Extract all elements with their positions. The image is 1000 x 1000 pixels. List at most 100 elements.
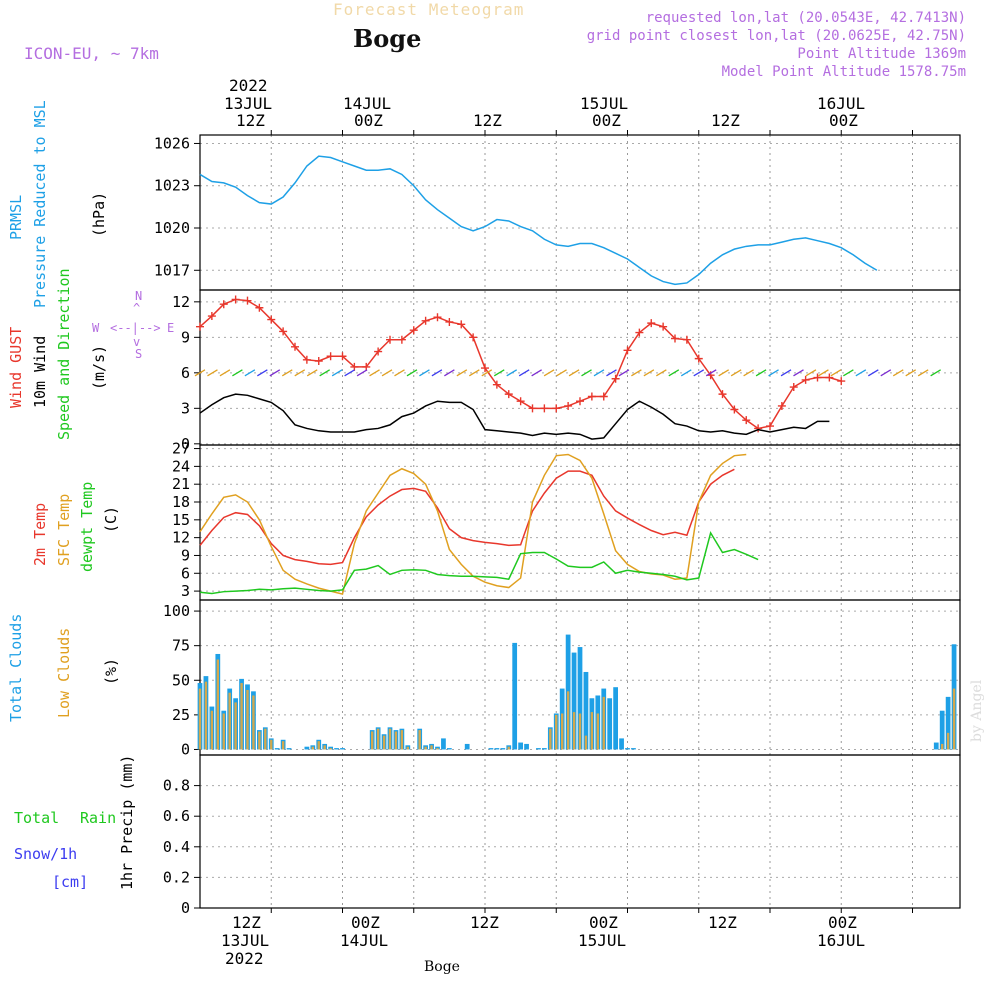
top-hour-label-1: 12Z	[236, 111, 265, 130]
compass-west: W	[92, 321, 100, 335]
total-cloud-bar-63	[571, 652, 577, 750]
top-hour-label-5: 12Z	[711, 111, 740, 130]
grid-point-coords: grid point closest lon,lat (20.0625E, 42…	[586, 28, 966, 44]
total-cloud-bar-24	[340, 748, 345, 750]
total-cloud-bar-15	[286, 748, 292, 750]
wind-arrow-27	[531, 369, 542, 377]
wind-arrow-56	[892, 369, 904, 377]
wind-arrow-16	[394, 369, 405, 377]
precip-snow-label: Snow/1h	[14, 845, 78, 863]
compass-rose: N ^ W <--|--> E v S	[92, 290, 182, 360]
compass-north-arrow: ^	[133, 301, 141, 315]
gust-marker-10	[314, 356, 323, 365]
top-hour-label-2: 00Z	[354, 111, 383, 130]
total-cloud-bar-42	[447, 748, 452, 750]
ytick-label-4-3: 0.6	[163, 807, 190, 825]
wind-arrow-17	[406, 369, 418, 377]
low-cloud-bar-20	[317, 741, 320, 750]
gust-marker-16	[386, 335, 394, 344]
low-cloud-bar-29	[371, 731, 374, 750]
low-cloud-bar-30	[376, 728, 380, 750]
wind-arrow-59	[930, 369, 941, 377]
panel-frame-1	[199, 289, 961, 446]
low-cloud-bar-52	[507, 746, 510, 750]
low-cloud-bar-22	[329, 748, 332, 750]
wind-arrow-6	[269, 369, 281, 377]
bottom-year-label: 2022	[225, 949, 264, 968]
gust-marker-26	[504, 390, 513, 399]
gust-marker-45	[730, 405, 739, 414]
total-cloud-bar-73	[631, 748, 636, 750]
model-point-altitude: Model Point Altitude 1578.75m	[721, 64, 966, 80]
wind-arrow-23	[481, 369, 493, 377]
gust-marker-33	[587, 392, 596, 401]
low-cloud-bar-61	[561, 713, 564, 750]
gust-marker-47	[754, 424, 763, 433]
panel-frame-0	[199, 134, 961, 291]
total-cloud-bar-23	[334, 748, 339, 750]
low-cloud-bar-68	[602, 696, 605, 750]
ytick-label-4-2: 0.4	[163, 838, 190, 856]
low-cloud-bar-33	[394, 731, 398, 750]
wind-arrow-52	[843, 369, 854, 377]
gust-marker-35	[611, 374, 620, 383]
wind-arrow-35	[631, 369, 642, 377]
ytick-label-4-4: 0.8	[163, 777, 190, 795]
wind-arrow-26	[518, 369, 530, 377]
wind-arrow-30	[568, 369, 580, 377]
low-cloud-bar-21	[323, 745, 326, 750]
wind-arrow-25	[506, 369, 518, 377]
compass-south-arrow: v	[133, 335, 141, 349]
total-cloud-bar-57	[536, 748, 541, 750]
precip-rain-label: Rain	[80, 809, 117, 827]
temp-2m-line	[199, 468, 735, 566]
gust-marker-48	[766, 422, 774, 431]
gust-marker-20	[433, 313, 442, 322]
gust-marker-27	[516, 397, 525, 406]
total-cloud-bar-69	[607, 698, 613, 750]
low-cloud-bar-3	[216, 659, 219, 750]
gust-marker-4	[243, 296, 252, 305]
prmsl-line	[199, 155, 878, 286]
panel-frame-4	[199, 754, 961, 909]
wind-arrow-54	[867, 369, 879, 377]
gust-marker-17	[397, 335, 406, 344]
gust-marker-53	[825, 373, 834, 382]
gust-marker-9	[302, 355, 311, 364]
gust-marker-18	[409, 326, 418, 335]
low-cloud-bar-31	[382, 735, 386, 750]
gust-marker-12	[338, 352, 347, 361]
wind-arrow-12	[344, 369, 355, 377]
gust-marker-39	[659, 322, 668, 331]
low-cloud-bar-127	[952, 688, 956, 750]
ytick-label-2-4: 15	[172, 511, 190, 529]
gust-marker-11	[326, 352, 335, 361]
wind-arrow-3	[232, 369, 243, 377]
chart-subtitle: Forecast Meteogram	[333, 0, 525, 19]
wind-arrow-32	[593, 369, 605, 377]
ytick-label-2-1: 6	[181, 564, 190, 582]
low-cloud-bar-63	[572, 712, 576, 750]
total-cloud-bar-64	[577, 647, 583, 750]
gust-marker-23	[469, 333, 478, 342]
total-cloud-bar-124	[933, 742, 939, 750]
ytick-label-1-4: 12	[172, 293, 190, 311]
ytick-label-3-2: 50	[172, 671, 190, 689]
ytick-label-3-0: 0	[181, 740, 190, 758]
wind-arrow-22	[468, 369, 480, 377]
bottom-day-label-1: 13JUL	[221, 931, 270, 950]
top-year-label: 2022	[229, 76, 268, 95]
low-cloud-bar-64	[578, 713, 582, 750]
ytick-label-1-2: 6	[181, 364, 190, 382]
low-cloud-bar-11	[264, 728, 267, 750]
low-cloud-bar-5	[228, 692, 231, 750]
low-cloud-bar-62	[566, 691, 570, 750]
low-cloud-bar-60	[555, 714, 558, 750]
gust-marker-38	[647, 319, 656, 328]
ytick-label-0-2: 1023	[154, 177, 190, 195]
low-cloud-bar-14	[281, 741, 285, 750]
gust-marker-0	[196, 322, 204, 331]
total-cloud-bar-50	[494, 748, 500, 750]
low-cloud-bar-10	[258, 731, 261, 750]
gust-marker-6	[267, 315, 276, 324]
